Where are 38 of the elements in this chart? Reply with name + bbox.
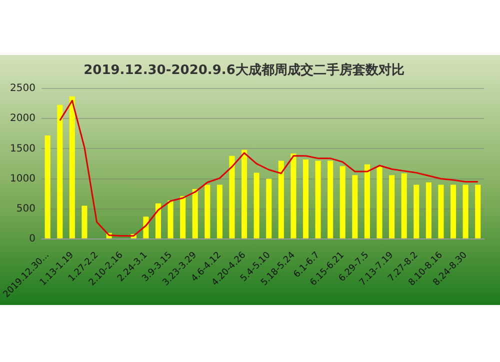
bar [266,178,272,238]
bar [290,154,296,238]
y-tick-label: 2500 [10,83,36,94]
chart-title: 2019.12.30-2020.9.6大成都周成交二手房套数对比 [84,62,404,78]
bar [450,184,456,238]
y-tick-label: 2000 [10,113,36,124]
bar [438,184,444,238]
bar [328,160,334,238]
bar [192,188,198,238]
y-tick-label: 1000 [10,173,36,184]
bar [278,160,284,238]
bar [302,160,309,238]
bar [82,206,88,238]
bar [389,175,395,238]
bar [229,156,235,238]
bar [44,135,50,238]
bar [364,164,370,238]
bar [475,184,481,238]
bar [155,203,161,238]
bar [168,200,174,238]
bar [180,196,186,238]
bar [426,182,432,238]
bar [376,166,382,238]
bar [352,175,358,238]
y-tick-label: 1500 [10,143,36,154]
bar [462,184,468,238]
bar [242,150,248,238]
y-tick-label: 0 [29,233,36,244]
bar [414,184,420,238]
bar [254,172,260,238]
bar [57,104,63,238]
bar [340,166,346,238]
bar [204,184,210,238]
bar [69,96,75,238]
bar [216,184,222,238]
bar [315,160,321,238]
y-tick-label: 500 [16,203,36,214]
bar [401,173,407,238]
